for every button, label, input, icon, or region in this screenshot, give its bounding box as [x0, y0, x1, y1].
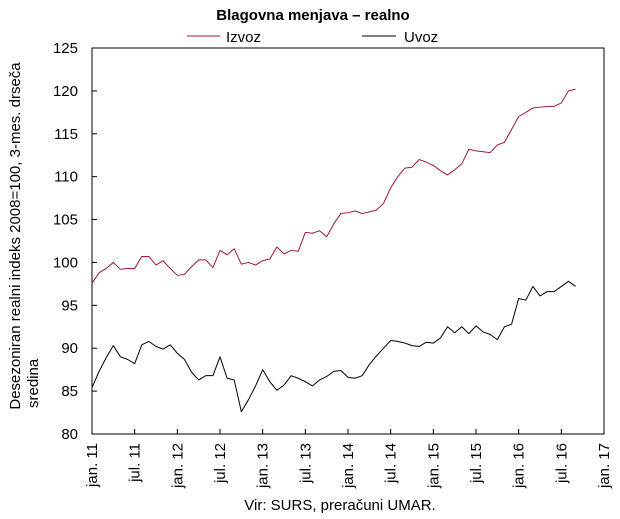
x-tick-label: jan. 11	[84, 443, 101, 488]
y-axis-title: Desezoniran realni indeks 2008=100, 3-me…	[7, 62, 42, 410]
x-tick-label: jul. 16	[553, 443, 570, 484]
y-tick-label: 105	[53, 212, 78, 229]
series-line-izvoz	[91, 88, 576, 284]
y-tick-label: 120	[53, 83, 78, 100]
x-tick-label: jan. 13	[255, 443, 272, 489]
plot-area	[91, 47, 605, 435]
y-axis: 80 85 90 95 100 105 110 115 120 125	[53, 40, 97, 443]
series-line-uvoz	[91, 280, 576, 413]
x-tick-label: jul. 14	[383, 443, 400, 484]
y-tick-label: 110	[54, 169, 78, 186]
legend: Izvoz Uvoz	[187, 29, 438, 46]
y-axis-title-line-1: Desezoniran realni indeks 2008=100, 3-me…	[7, 62, 24, 410]
source-note: Vir: SURS, preračuni UMAR.	[244, 497, 435, 514]
chart-title: Blagovna menjava – realno	[216, 7, 409, 24]
series-lines	[91, 88, 576, 413]
y-tick-label: 80	[61, 426, 78, 443]
y-tick-label: 115	[54, 126, 78, 143]
y-tick-label: 90	[61, 340, 78, 357]
x-tick-label: jul. 11	[127, 443, 144, 483]
legend-label-uvoz: Uvoz	[404, 29, 438, 46]
y-tick-label: 95	[61, 297, 78, 314]
x-tick-label: jul. 13	[297, 443, 314, 484]
y-axis-title-line-2: sredina	[25, 358, 42, 408]
x-tick-label: jan. 14	[340, 443, 357, 489]
x-tick-label: jan. 12	[169, 443, 186, 489]
x-tick-label: jul. 12	[212, 443, 229, 484]
x-tick-label: jan. 17	[596, 443, 613, 489]
y-tick-label: 125	[53, 40, 78, 57]
x-tick-label: jan. 16	[511, 443, 528, 489]
x-tick-label: jul. 15	[468, 443, 485, 484]
y-tick-label: 85	[61, 383, 78, 400]
y-tick-label: 100	[53, 254, 78, 271]
x-axis: jan. 11 jul. 11 jan. 12 jul. 12 jan. 13 jul. …	[84, 429, 613, 489]
x-tick-label: jan. 15	[425, 443, 442, 489]
legend-label-izvoz: Izvoz	[226, 29, 261, 46]
